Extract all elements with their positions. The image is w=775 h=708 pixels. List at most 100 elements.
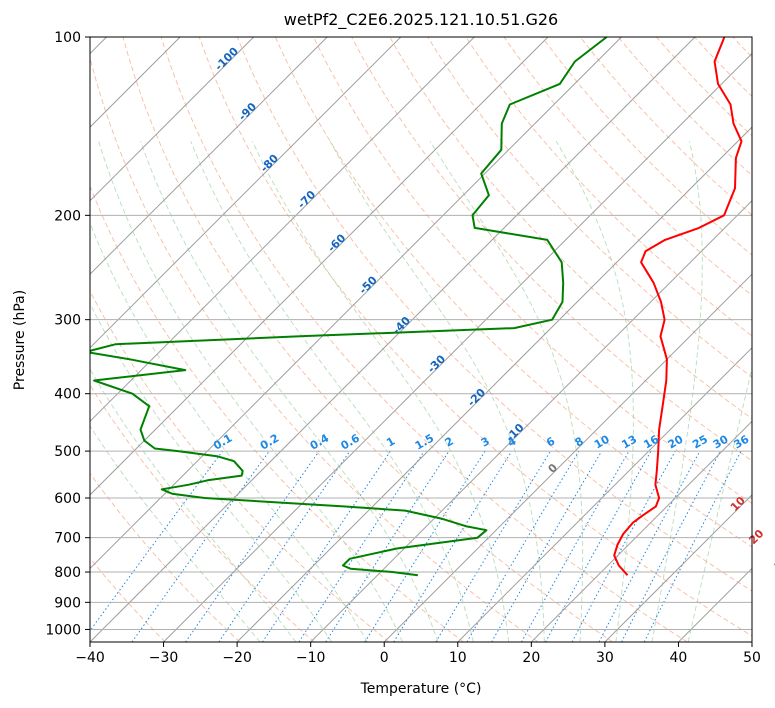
axes: −40 −30 −20 −10 0 10 20 30 40 5010020030040050060… bbox=[45, 30, 761, 666]
x-tick-label: 50 bbox=[743, 650, 761, 666]
isotherm-line bbox=[604, 494, 752, 642]
mixing-ratio-line bbox=[491, 450, 603, 642]
moist-adiabat-line bbox=[329, 141, 545, 642]
mixing-ratio-line bbox=[571, 450, 676, 642]
moist-adiabat-line bbox=[190, 141, 474, 642]
dry-adiabat-line bbox=[541, 37, 752, 256]
mixing-ratio-label: 6 bbox=[544, 434, 557, 449]
y-axis-label: Pressure (hPa) bbox=[12, 290, 28, 390]
mixing-ratio-label: 10 bbox=[592, 432, 612, 451]
dry-adiabat-line bbox=[313, 37, 752, 504]
mixing-ratio-line bbox=[521, 450, 630, 642]
dry-adiabat-line bbox=[122, 37, 613, 642]
y-tick-label: 800 bbox=[54, 565, 81, 581]
isotherm-line bbox=[383, 273, 752, 642]
mixing-ratio-label: 3 bbox=[479, 435, 492, 450]
y-tick-label: 700 bbox=[54, 531, 81, 547]
x-tick-label: −20 bbox=[222, 650, 252, 666]
isotherm-line bbox=[236, 126, 752, 642]
isotherm-label: -30 bbox=[425, 352, 448, 375]
mixing-ratio-label: 20 bbox=[666, 432, 686, 451]
moist-adiabat-line bbox=[90, 221, 368, 642]
dry-adiabat-line bbox=[90, 56, 539, 642]
dry-adiabat-line bbox=[198, 37, 752, 637]
isotherm-line bbox=[310, 199, 752, 642]
mixing-ratio-line bbox=[466, 450, 580, 642]
chart-title: wetPf2_C2E6.2025.121.10.51.G26 bbox=[284, 10, 558, 30]
x-tick-label: −10 bbox=[296, 650, 326, 666]
isotherm-line bbox=[457, 347, 752, 642]
dry-adiabat-line bbox=[732, 37, 752, 58]
dry-adiabat-line bbox=[236, 37, 752, 592]
mixing-ratio-line bbox=[364, 450, 486, 642]
profile-lines bbox=[90, 37, 743, 577]
dry-adiabat-line bbox=[579, 37, 752, 216]
y-tick-label: 400 bbox=[54, 387, 81, 403]
mixing-ratio-line bbox=[90, 450, 223, 632]
moist-adiabat-line bbox=[555, 141, 634, 642]
mixing-ratio-line bbox=[325, 450, 450, 642]
isotherm-label: -70 bbox=[295, 188, 318, 211]
moist-adiabat-line bbox=[90, 368, 297, 642]
x-tick-label: 10 bbox=[449, 650, 467, 666]
mixing-ratio-label: 1.5 bbox=[413, 432, 436, 453]
mixing-ratio-line bbox=[393, 450, 513, 642]
isotherm-line bbox=[163, 52, 752, 642]
mixing-ratio-line bbox=[621, 450, 721, 642]
isotherm-line bbox=[90, 37, 255, 202]
x-tick-label: 40 bbox=[670, 650, 688, 666]
plot-frame bbox=[89, 36, 753, 643]
mixing-ratio-label: 1 bbox=[384, 435, 397, 450]
mixing-ratio-label: 30 bbox=[711, 432, 731, 451]
x-axis-label: Temperature (°C) bbox=[360, 681, 482, 697]
isotherm-line bbox=[90, 37, 622, 570]
dry-adiabat-line bbox=[503, 37, 752, 296]
isotherm-label: -60 bbox=[325, 231, 348, 254]
mixing-ratio-line bbox=[218, 450, 351, 642]
isotherm-label: -90 bbox=[236, 100, 259, 123]
isotherm-label: -100 bbox=[212, 44, 241, 73]
moist-adiabat-line bbox=[251, 141, 510, 642]
dry-adiabat-line bbox=[656, 37, 752, 137]
dry-adiabat-line bbox=[90, 384, 315, 642]
pressure-gridlines bbox=[90, 37, 752, 630]
y-tick-label: 200 bbox=[54, 208, 81, 224]
x-tick-label: −40 bbox=[75, 650, 105, 666]
dry-adiabat-line bbox=[427, 37, 752, 378]
dry-adiabat-line bbox=[771, 37, 775, 642]
isotherm-line bbox=[90, 37, 402, 349]
isotherm-label: -80 bbox=[258, 152, 281, 175]
x-tick-label: 20 bbox=[522, 650, 540, 666]
isotherm-line bbox=[530, 420, 752, 642]
mixing-ratio-label: 2 bbox=[443, 435, 456, 450]
dry-adiabat-line bbox=[90, 290, 390, 642]
x-tick-label: 0 bbox=[380, 650, 389, 666]
y-tick-label: 500 bbox=[54, 444, 81, 460]
dry-adiabat-label: 20 bbox=[746, 527, 766, 547]
y-tick-label: 100 bbox=[54, 30, 81, 46]
moist-adiabat-line bbox=[140, 141, 439, 642]
mixing-ratio-label: 0.1 bbox=[211, 432, 234, 453]
mixing-ratio-label: 13 bbox=[619, 433, 639, 452]
isotherm-line bbox=[678, 567, 752, 642]
y-tick-label: 900 bbox=[54, 595, 81, 611]
isotherm-label: -50 bbox=[357, 273, 380, 296]
mixing-ratio-label: 0.4 bbox=[308, 431, 332, 452]
line-labels: -100-90-80-70-60-50-40-30-20-1000.1 0.2 0.… bbox=[211, 44, 775, 573]
moist-adiabat-line bbox=[98, 141, 404, 642]
moist-adiabat-line bbox=[90, 425, 261, 642]
isotherm-line bbox=[90, 37, 696, 642]
dry-adiabat-label: 10 bbox=[728, 494, 748, 514]
mixing-ratio-label: 25 bbox=[690, 433, 710, 452]
moist-adiabat-line bbox=[651, 141, 703, 642]
dry-adiabat-line bbox=[389, 37, 752, 420]
mixing-ratio-line bbox=[185, 450, 320, 642]
mixing-ratio-label: 0.6 bbox=[339, 431, 363, 452]
isotherm-line bbox=[751, 641, 752, 642]
isotherm-line bbox=[90, 37, 475, 423]
mixing-ratio-line bbox=[643, 450, 742, 642]
y-tick-label: 300 bbox=[54, 313, 81, 329]
mixing-ratio-line bbox=[545, 450, 652, 642]
temperature-line bbox=[613, 37, 743, 576]
